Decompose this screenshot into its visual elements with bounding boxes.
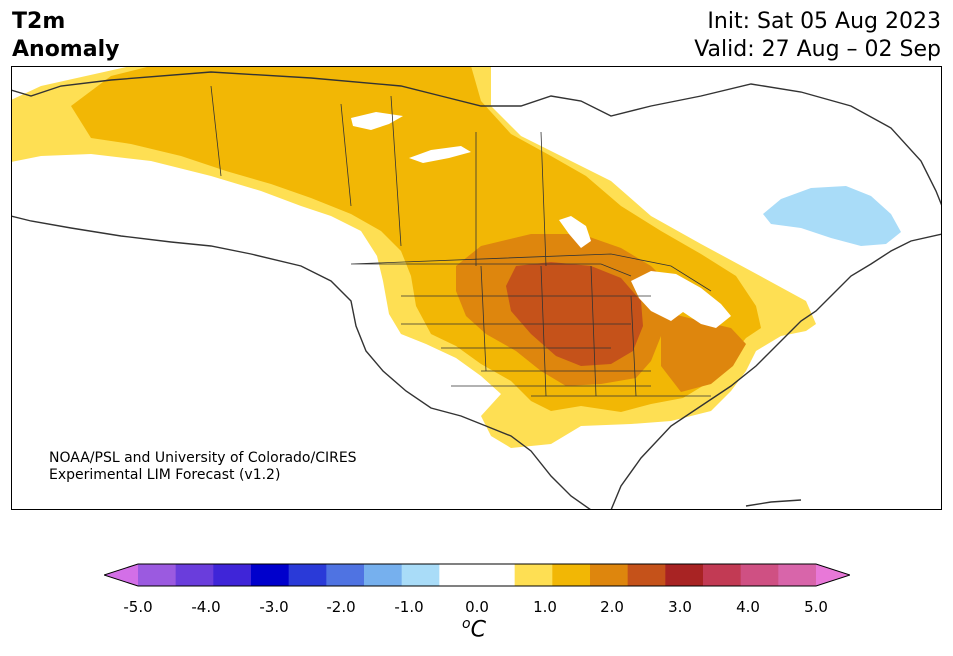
colorbar-extend-high: [816, 564, 850, 586]
colorbar-cell: [251, 564, 290, 586]
colorbar-tick: 2.0: [600, 598, 624, 616]
map-title: T2m Anomaly: [12, 8, 119, 64]
colorbar-cell: [703, 564, 742, 586]
colorbar-tick: 3.0: [668, 598, 692, 616]
colorbar-tick: -3.0: [259, 598, 289, 616]
colorbar-cell: [175, 564, 214, 586]
lake-shape: [631, 271, 731, 328]
anomaly-map: [11, 66, 942, 510]
credit-text: NOAA/PSL and University of Colorado/CIRE…: [49, 450, 357, 484]
borders: [210, 85, 712, 397]
colorbar-extend-low: [104, 564, 138, 586]
anomaly-zone-orange-east: [661, 311, 746, 392]
anomaly-zone-dark-orange: [506, 262, 643, 366]
map-frame: [11, 66, 942, 510]
colorbar-cell: [288, 564, 327, 586]
colorbar-cell: [477, 564, 516, 586]
lake-shape: [559, 216, 591, 248]
valid-date: Valid: 27 Aug – 02 Sep: [694, 37, 941, 62]
colorbar-cell: [326, 564, 365, 586]
colorbar-cell: [627, 564, 666, 586]
colorbar-cell: [552, 564, 591, 586]
lake-shape: [409, 146, 471, 163]
init-date: Init: Sat 05 Aug 2023: [707, 9, 941, 34]
colorbar-tick: -1.0: [394, 598, 424, 616]
colorbar-cell: [778, 564, 817, 586]
colorbar-cell: [213, 564, 252, 586]
colorbar: [104, 563, 850, 587]
colorbar-cell: [364, 564, 403, 586]
colorbar-unit: oC: [462, 616, 486, 642]
credit-line-1: NOAA/PSL and University of Colorado/CIRE…: [49, 450, 357, 466]
colorbar-tick: -4.0: [191, 598, 221, 616]
colorbar-tick: 5.0: [804, 598, 828, 616]
forecast-dates: Init: Sat 05 Aug 2023 Valid: 27 Aug – 02…: [694, 8, 941, 64]
credit-line-2: Experimental LIM Forecast (v1.2): [49, 467, 281, 483]
colorbar-cell: [138, 564, 177, 586]
colorbar-tick: 0.0: [465, 598, 489, 616]
colorbar-cell: [401, 564, 440, 586]
anomaly-zone-light-blue: [763, 186, 901, 246]
colorbar-tick: 4.0: [736, 598, 760, 616]
colorbar-tick: 1.0: [533, 598, 557, 616]
title-line-1: T2m: [12, 9, 66, 34]
colorbar-outline: [104, 563, 850, 587]
colorbar-cells: [104, 564, 850, 586]
title-line-2: Anomaly: [12, 37, 120, 62]
unit-degree: o: [462, 616, 471, 632]
colorbar-tick: -2.0: [326, 598, 356, 616]
colorbar-cell: [590, 564, 629, 586]
lake-shape: [351, 112, 403, 130]
colorbar-cell: [740, 564, 779, 586]
unit-letter: C: [470, 617, 486, 643]
coastline: [11, 71, 942, 510]
colorbar-cell: [439, 564, 478, 586]
colorbar-cell: [665, 564, 704, 586]
colorbar-tick: -5.0: [123, 598, 153, 616]
colorbar-cell: [514, 564, 553, 586]
